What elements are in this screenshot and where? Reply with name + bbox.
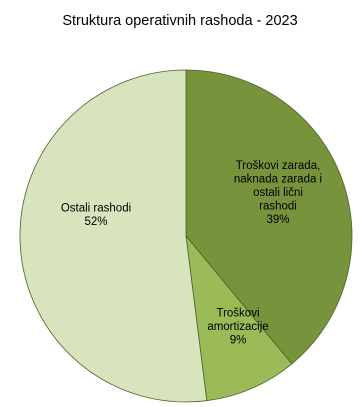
slice-label-1: Troškovi zarada, naknada zarada i ostali l…: [234, 160, 322, 226]
pie-slice-1: [185, 69, 353, 365]
slice-label-line: Ostali rashodi: [61, 202, 131, 214]
slice-label-line: Troškovi: [216, 308, 259, 320]
slice-label-2: Troškovi amortizacije 9%: [207, 308, 268, 347]
slice-label-line: Troškovi zarada,: [236, 160, 321, 172]
slice-value-label: 52%: [84, 216, 107, 228]
chart-title: Struktura operativnih rashoda - 2023: [62, 13, 298, 29]
slice-label-line: naknada zarada i: [234, 174, 322, 186]
slice-label-3: Ostali rashodi 52%: [61, 202, 131, 228]
pie-slice-3: [19, 69, 208, 403]
slice-label-line: ostali lični: [253, 187, 303, 199]
slice-value-label: 9%: [230, 335, 247, 347]
pie-slice-2: [185, 234, 293, 402]
slice-label-line: rashodi: [259, 201, 297, 213]
slice-value-label: 39%: [266, 214, 289, 226]
slice-label-line: amortizacije: [207, 321, 268, 333]
